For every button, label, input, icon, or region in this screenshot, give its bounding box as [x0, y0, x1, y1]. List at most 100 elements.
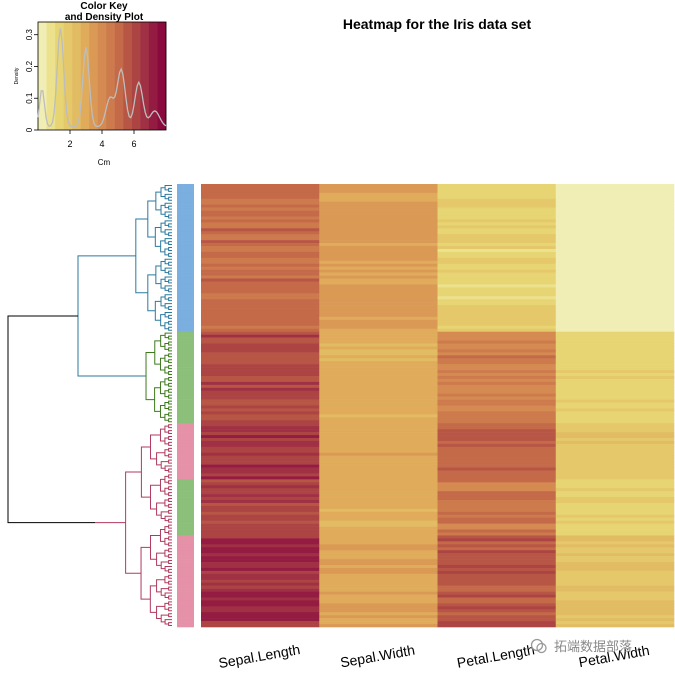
- heatmap-cell: [555, 570, 675, 575]
- heatmap-cell: [437, 378, 557, 383]
- heatmap-cell: [319, 429, 438, 433]
- heatmap-cell: [555, 511, 675, 516]
- heatmap-cell: [319, 612, 438, 616]
- heatmap-cell: [201, 464, 320, 468]
- heatmap-cell: [201, 393, 320, 397]
- dendrogram-branch: [168, 447, 172, 452]
- heatmap-cell: [437, 393, 557, 397]
- heatmap-cell: [319, 349, 438, 353]
- heatmap-cell: [555, 246, 675, 250]
- heatmap-cell: [555, 192, 675, 197]
- heatmap-cell: [319, 293, 438, 297]
- row-side-color-cell: [177, 337, 194, 341]
- heatmap-cell: [555, 579, 675, 583]
- heatmap-cell: [201, 621, 320, 625]
- heatmap-cell: [319, 485, 438, 489]
- dendrogram-branch: [168, 214, 172, 219]
- dendrogram-branch: [160, 334, 166, 347]
- heatmap-cell: [201, 210, 320, 214]
- heatmap-cell: [555, 355, 675, 359]
- row-side-color-cell: [177, 621, 194, 625]
- heatmap-cell: [319, 426, 438, 430]
- row-side-color-cell: [177, 349, 194, 353]
- color-key-band: [106, 22, 116, 130]
- dendrogram-branch: [164, 354, 169, 362]
- dendrogram-branch: [168, 468, 172, 473]
- heatmap-cell: [437, 532, 557, 536]
- color-key-y-tick-label: 0.2: [25, 60, 34, 72]
- row-side-color-cell: [177, 213, 194, 217]
- heatmap-cell: [201, 343, 320, 347]
- row-side-color-cell: [177, 331, 194, 335]
- density-curve: [37, 28, 167, 128]
- heatmap-cell: [437, 615, 557, 619]
- dendrogram-branch: [140, 446, 151, 498]
- heatmap-cell: [555, 517, 675, 521]
- heatmap-cell: [555, 576, 675, 581]
- dendrogram-branch: [168, 347, 172, 352]
- heatmap-cell: [555, 609, 675, 613]
- row-side-color-cell: [177, 517, 194, 521]
- dendrogram-branch: [168, 314, 172, 319]
- heatmap-cell: [437, 263, 557, 267]
- dendrogram-branch: [160, 278, 166, 289]
- heatmap-cell: [437, 207, 557, 211]
- row-side-color-cell: [177, 381, 194, 386]
- heatmap-cell: [201, 198, 320, 203]
- heatmap-cell: [319, 544, 438, 548]
- dendrogram-branch: [164, 303, 172, 309]
- color-key-xlabel: Cm: [98, 158, 111, 167]
- heatmap-cell: [201, 364, 320, 368]
- heatmap-cell: [319, 367, 438, 371]
- heatmap-cell: [201, 520, 320, 524]
- dendrogram-branch: [168, 394, 172, 399]
- heatmap-cell: [437, 544, 557, 548]
- heatmap-cell: [555, 417, 675, 421]
- heatmap-cell: [555, 514, 675, 519]
- heatmap-cell: [437, 266, 557, 270]
- heatmap-cell: [437, 198, 557, 203]
- heatmap-cell: [555, 443, 675, 448]
- heatmap-cell: [201, 600, 320, 604]
- heatmap-cell: [437, 520, 557, 524]
- heatmap-cell: [319, 437, 438, 442]
- heatmap-cell: [201, 500, 320, 504]
- heatmap-cell: [201, 316, 320, 321]
- row-side-color-cell: [177, 476, 194, 480]
- heatmap-cell: [555, 322, 675, 327]
- heatmap-cell: [319, 240, 438, 244]
- heatmap-cell: [201, 299, 320, 303]
- heatmap-cell: [437, 514, 557, 519]
- heatmap-cell: [555, 381, 675, 386]
- dendrogram-branch: [164, 537, 169, 545]
- heatmap-cell: [437, 225, 557, 229]
- heatmap-cell: [437, 328, 557, 332]
- heatmap-cell: [201, 319, 320, 324]
- heatmap-cell: [555, 308, 675, 312]
- heatmap-cell: [437, 399, 557, 403]
- heatmap-cell: [437, 278, 557, 282]
- heatmap-cell: [319, 461, 438, 465]
- row-side-color-cell: [177, 192, 194, 197]
- heatmap-cell: [319, 243, 438, 247]
- heatmap-cell: [201, 381, 320, 386]
- dendrogram-branch: [168, 474, 172, 479]
- heatmap-cell: [555, 293, 675, 297]
- dendrogram-branch: [168, 365, 172, 370]
- heatmap-cell: [437, 343, 557, 347]
- heatmap-cell: [555, 435, 675, 439]
- color-key-band: [63, 22, 73, 130]
- row-side-color-cell: [177, 290, 194, 294]
- row-side-color-cell: [177, 234, 194, 238]
- heatmap-cell: [319, 553, 438, 557]
- heatmap-cell: [437, 556, 557, 560]
- heatmap-cell: [201, 470, 320, 474]
- dendrogram-branch: [168, 530, 172, 535]
- heatmap-cell: [319, 488, 438, 492]
- heatmap-cell: [201, 378, 320, 383]
- heatmap-cell: [319, 373, 438, 377]
- row-side-color-cell: [177, 402, 194, 406]
- heatmap-cell: [555, 305, 675, 309]
- heatmap-cell: [437, 213, 557, 217]
- heatmap-cell: [201, 612, 320, 616]
